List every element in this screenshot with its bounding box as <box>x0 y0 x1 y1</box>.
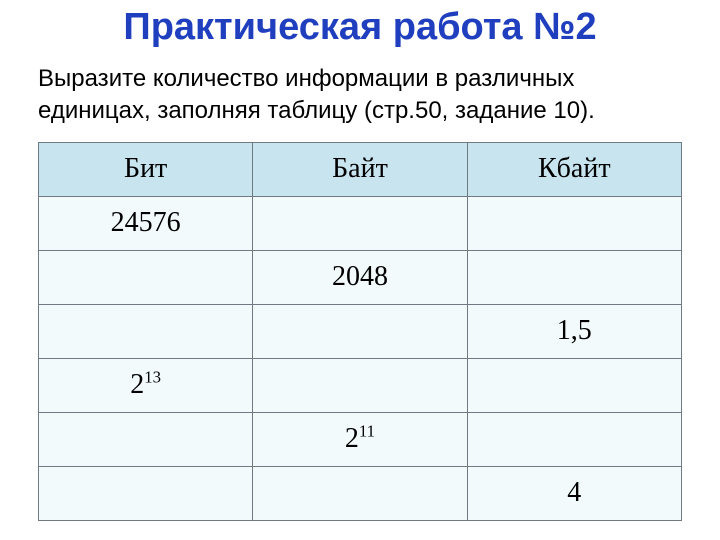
table-row: 2048 <box>39 250 682 304</box>
table-header-label: Кбайт <box>538 153 611 185</box>
table-cell-value: 211 <box>345 423 375 455</box>
table-header-cell: Бит <box>39 142 253 196</box>
table-cell-value: 213 <box>130 369 161 401</box>
table-cell-value: 2048 <box>332 261 388 293</box>
table-cell-value: 1,5 <box>557 315 592 347</box>
table-header-cell: Кбайт <box>467 142 681 196</box>
info-table-container: Бит Байт Кбайт 24576 2048 1,5 213 211 4 <box>38 142 682 521</box>
table-cell: 24576 <box>39 196 253 250</box>
table-cell: 213 <box>39 358 253 412</box>
table-cell <box>467 196 681 250</box>
table-cell <box>39 304 253 358</box>
table-row: 4 <box>39 466 682 520</box>
table-cell <box>253 466 467 520</box>
table-cell <box>467 358 681 412</box>
table-row: 211 <box>39 412 682 466</box>
table-cell: 211 <box>253 412 467 466</box>
table-header-label: Бит <box>124 153 167 185</box>
table-cell <box>467 412 681 466</box>
table-cell: 4 <box>467 466 681 520</box>
table-row: 213 <box>39 358 682 412</box>
table-header-cell: Байт <box>253 142 467 196</box>
table-cell <box>253 196 467 250</box>
table-header-row: Бит Байт Кбайт <box>39 142 682 196</box>
table-cell-value: 24576 <box>111 207 181 239</box>
task-description: Выразите количество информации в различн… <box>38 63 682 128</box>
page-title: Практическая работа №2 <box>38 0 682 49</box>
table-cell: 1,5 <box>467 304 681 358</box>
table-cell <box>253 304 467 358</box>
table-cell <box>467 250 681 304</box>
table-cell-value: 4 <box>567 477 581 509</box>
table-cell <box>39 250 253 304</box>
table-cell <box>253 358 467 412</box>
table-cell: 2048 <box>253 250 467 304</box>
table-row: 1,5 <box>39 304 682 358</box>
table-row: 24576 <box>39 196 682 250</box>
info-table: Бит Байт Кбайт 24576 2048 1,5 213 211 4 <box>38 142 682 521</box>
table-cell <box>39 412 253 466</box>
table-header-label: Байт <box>332 153 388 185</box>
table-cell <box>39 466 253 520</box>
